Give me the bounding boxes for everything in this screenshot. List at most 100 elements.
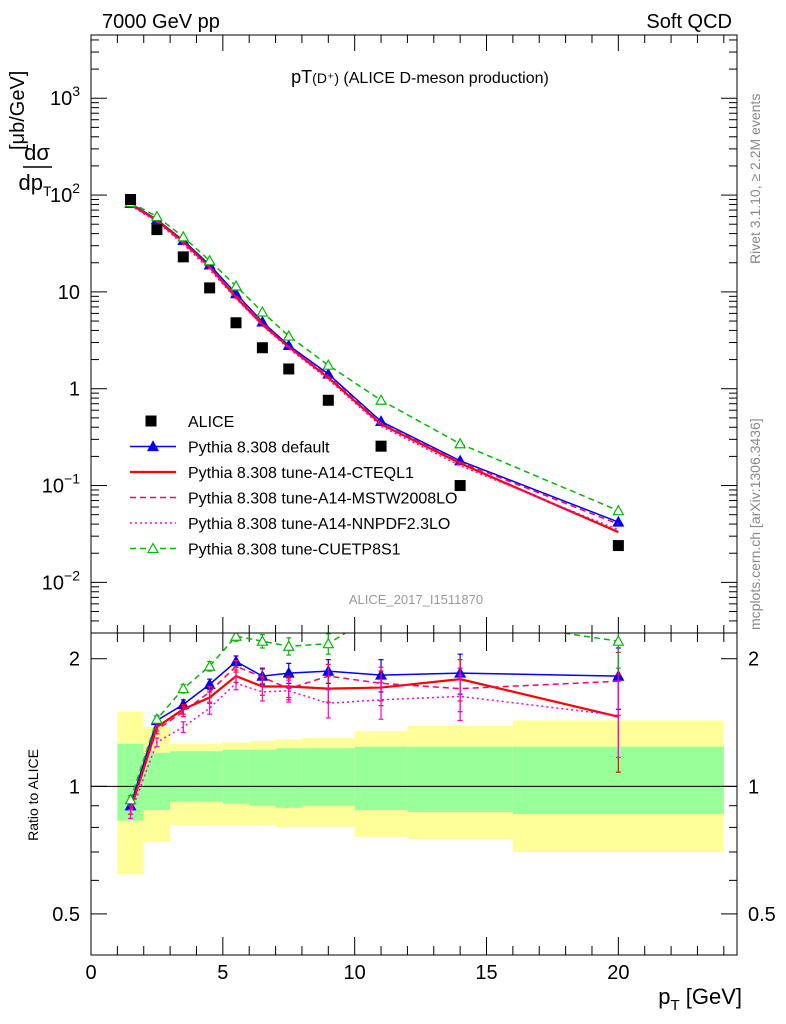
legend-entry: Pythia 8.308 default (130, 440, 330, 457)
ratio-series-marker (256, 634, 269, 646)
alice-data-marker (125, 194, 137, 206)
main-y-tick-label: 1 (69, 379, 80, 401)
legend-entry: ALICE (145, 414, 234, 431)
alice-data-marker (283, 363, 295, 375)
main-series-marker (322, 358, 335, 370)
ratio-series-marker (612, 634, 625, 646)
main-y-tick-label: 10−2 (42, 567, 80, 594)
ratio-series-marker (124, 793, 137, 805)
main-series-marker (150, 210, 163, 222)
legend-label: Pythia 8.308 tune-A14-MSTW2008LO (188, 491, 457, 508)
ratio-y-tick-label-right: 0.5 (748, 904, 776, 926)
ratio-plot-frame (90, 632, 738, 956)
legend: ALICE Pythia 8.308 default Pythia 8.308 tu… (130, 414, 457, 559)
legend-entry: Pythia 8.308 tune-A14-CTEQL1 (130, 465, 414, 482)
main-series-marker (282, 329, 295, 341)
analysis-label: ALICE_2017_I1511870 (349, 592, 483, 607)
legend-entry: Pythia 8.308 tune-A14-NNPDF2.3LO (130, 516, 450, 533)
ratio-plot-panel: 0.5 0.5 1 1 2 2 0 5 10 15 20 Ratio to ALICE pT [G… (25, 613, 776, 1014)
ratio-series (124, 613, 625, 820)
title-main: pT (291, 67, 312, 87)
main-series-marker (256, 305, 269, 317)
legend-marker-square (145, 415, 157, 427)
ratio-y-axis-label: Ratio to ALICE (25, 749, 41, 841)
main-y-tick-label: 10−1 (42, 471, 80, 498)
main-y-tick-label: 103 (50, 83, 80, 110)
ratio-x-tick-labels: 0 5 10 15 20 (85, 962, 629, 984)
header-right-label: Soft QCD (646, 11, 732, 33)
alice-uncertainty-bands (91, 711, 737, 875)
main-series-marker (612, 504, 625, 516)
ratio-series-marker (455, 613, 465, 622)
x-tick-label: 15 (475, 962, 497, 984)
alice-data-marker (322, 394, 334, 406)
legend-label: Pythia 8.308 tune-A14-CTEQL1 (188, 465, 414, 482)
ratio-series-marker (203, 660, 216, 671)
ratio-y-tick-label-left: 0.5 (52, 904, 80, 926)
legend-entry: Pythia 8.308 tune-A14-MSTW2008LO (130, 491, 457, 508)
main-series-marker (375, 394, 388, 405)
alice-data-marker (454, 480, 466, 492)
main-series-marker (454, 437, 467, 449)
statistical-band (407, 746, 513, 812)
ratio-series-marker (322, 637, 335, 649)
ratio-series-marker (150, 712, 163, 724)
statistical-band (196, 751, 223, 802)
main-series-line (130, 204, 619, 525)
main-y-tick-label: 10 (58, 282, 80, 304)
alice-data-marker (151, 224, 163, 236)
main-series (124, 196, 625, 534)
legend-label: ALICE (188, 414, 234, 431)
ratio-y-tick-label-left: 2 (69, 649, 80, 671)
ratio-y-tick-label-left: 1 (69, 776, 80, 798)
legend-label: Pythia 8.308 tune-A14-NNPDF2.3LO (188, 516, 450, 533)
x-tick-label: 10 (344, 962, 366, 984)
rivet-version-label: Rivet 3.1.10, ≥ 2.2M events (747, 94, 763, 264)
legend-entry: Pythia 8.308 tune-CUETP8S1 (130, 542, 401, 559)
y-label-unit: [μb/GeV] (7, 71, 29, 150)
ratio-y-tick-labels: 0.5 0.5 1 1 2 2 (52, 649, 776, 926)
main-series-marker (612, 515, 625, 527)
statistical-band (170, 751, 197, 802)
x-tick-label: 0 (85, 962, 96, 984)
legend-label: Pythia 8.308 tune-CUETP8S1 (188, 542, 401, 559)
title-sub: (D⁺) (312, 70, 339, 86)
alice-data-marker (230, 317, 242, 329)
statistical-band (249, 749, 276, 806)
statistical-band (354, 746, 408, 810)
alice-data-marker (612, 540, 624, 552)
alice-data-marker (375, 440, 387, 452)
mcplots-reference-label: mcplots.cern.ch [arXiv:1306.3436] (747, 418, 763, 630)
ratio-series-marker (177, 682, 190, 694)
ratio-series-line (129, 633, 619, 800)
ratio-series-marker (282, 640, 295, 651)
title-rest: (ALICE D-meson production) (339, 70, 549, 87)
statistical-band (301, 748, 355, 806)
alice-data-points (125, 194, 624, 552)
legend-marker-triangle (146, 542, 160, 554)
ratio-series-line (129, 682, 619, 815)
alice-data-marker (177, 251, 189, 263)
main-series-line (129, 203, 619, 534)
x-axis-label: pT [GeV] (658, 984, 742, 1014)
main-series-marker (177, 230, 190, 242)
main-y-tick-labels: 10−2 10−1 1 10 102 103 (42, 83, 80, 594)
main-y-axis-label: dσ dpT [μb/GeV] (7, 71, 52, 199)
y-label-denominator: dpT (18, 170, 51, 199)
x-tick-label: 20 (607, 962, 629, 984)
main-ticks (90, 35, 737, 634)
main-y-tick-label: 102 (50, 180, 80, 207)
legend-label: Pythia 8.308 default (188, 440, 330, 457)
main-series-marker (203, 254, 216, 266)
alice-data-marker (204, 282, 216, 294)
statistical-band (222, 749, 250, 804)
statistical-band (275, 748, 302, 808)
main-series-marker (230, 279, 243, 291)
alice-data-marker (256, 342, 268, 354)
y-label-numerator: dσ (24, 140, 50, 165)
statistical-band (143, 752, 171, 810)
ratio-y-tick-label-right: 2 (748, 649, 759, 671)
legend-marker-triangle (146, 440, 160, 452)
x-tick-label: 5 (217, 962, 228, 984)
